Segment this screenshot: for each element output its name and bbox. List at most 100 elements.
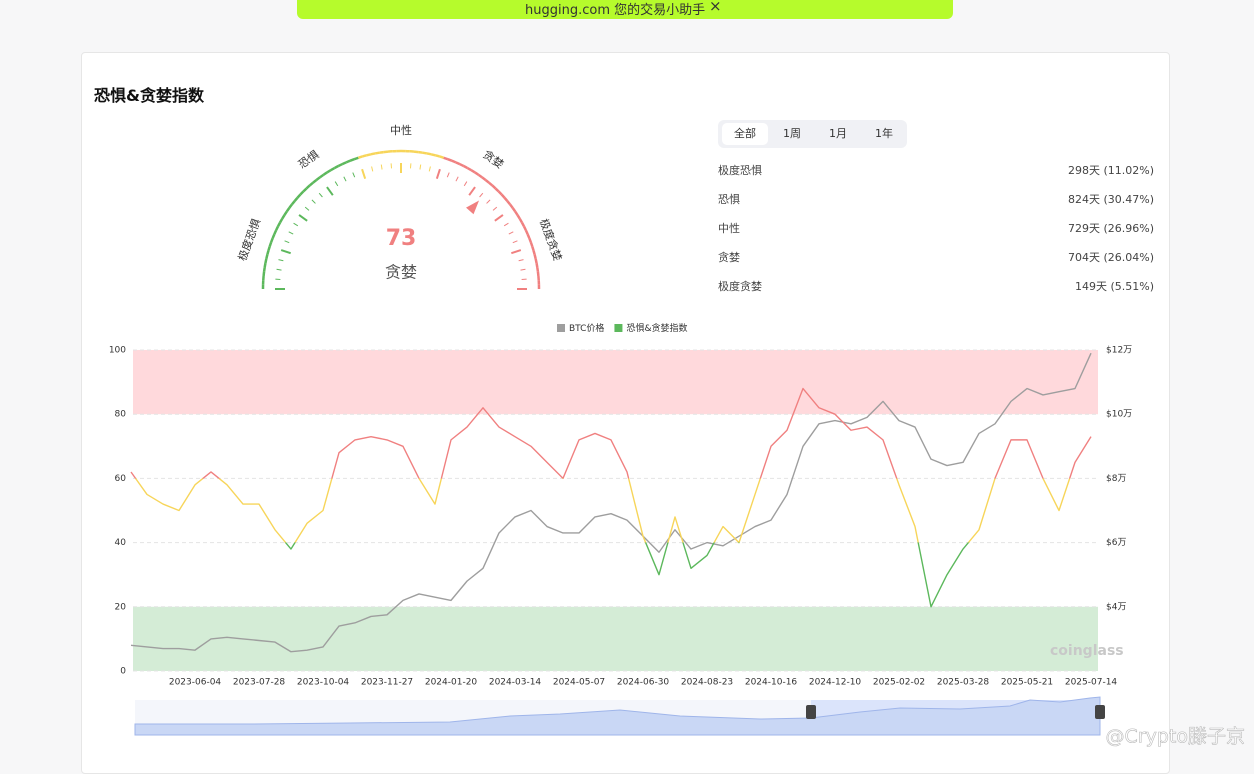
gauge-arc xyxy=(537,263,538,267)
gauge-tick xyxy=(447,173,449,178)
gauge-tick xyxy=(362,169,365,179)
y-tick-label: 60 xyxy=(115,474,127,484)
gauge-arc xyxy=(289,204,292,207)
gauge-arc xyxy=(307,185,310,188)
gauge-tick xyxy=(519,260,524,261)
x-tick-label: 2024-03-14 xyxy=(489,678,542,688)
gauge-arc xyxy=(467,168,471,170)
gauge-arc xyxy=(264,267,265,271)
gauge-arc xyxy=(507,201,510,204)
legend-label: 恐惧&贪婪指数 xyxy=(626,322,687,334)
fear-greed-line xyxy=(131,389,1091,607)
gauge-arc xyxy=(515,211,517,215)
gauge-arc xyxy=(531,242,532,246)
gauge-tick xyxy=(513,241,518,243)
gauge-arc xyxy=(284,211,286,215)
gauge-arc xyxy=(335,166,339,168)
gauge-tick xyxy=(464,182,467,186)
gauge-tick xyxy=(312,200,316,204)
gauge-arc xyxy=(267,250,268,254)
gauge-arc xyxy=(499,191,502,194)
gauge-arc xyxy=(271,238,273,242)
gauge-arc xyxy=(362,155,366,156)
x-tick-label: 2025-03-28 xyxy=(937,678,990,688)
gauge-arc xyxy=(350,159,354,161)
gauge-arc xyxy=(486,180,489,183)
gauge-arc xyxy=(502,195,505,198)
gauge-arc xyxy=(367,154,371,155)
x-tick-label: 2024-06-30 xyxy=(617,678,670,688)
gauge-arc xyxy=(313,180,316,183)
navigator-handle[interactable] xyxy=(806,705,816,719)
gauge-tick xyxy=(437,169,440,179)
legend-label: BTC价格 xyxy=(569,322,604,334)
gauge-arc xyxy=(423,153,427,154)
extreme-greed-band xyxy=(133,350,1098,414)
gauge-arc xyxy=(280,219,282,223)
gauge-tick xyxy=(327,187,333,195)
gauge-arc xyxy=(471,170,475,172)
gauge-tick xyxy=(381,165,382,170)
y2-tick-label: $6万 xyxy=(1106,538,1126,548)
gauge-arc xyxy=(495,188,498,191)
y-tick-label: 40 xyxy=(115,538,127,548)
gauge-zone-label: 极度恐惧 xyxy=(235,217,263,263)
gauge-tick xyxy=(344,177,346,181)
x-tick-label: 2024-10-16 xyxy=(745,678,798,688)
gauge-tick xyxy=(420,165,421,170)
navigator-handle[interactable] xyxy=(1095,705,1105,719)
gauge-tick xyxy=(495,215,503,221)
gauge-tick xyxy=(469,187,475,195)
gauge-arc xyxy=(440,156,444,157)
gauge-tick xyxy=(281,250,291,253)
gauge-arc xyxy=(375,153,379,154)
gauge-tick xyxy=(511,250,521,253)
x-tick-label: 2024-05-07 xyxy=(553,678,605,688)
gauge-arc xyxy=(266,255,267,259)
gauge-arc xyxy=(278,223,280,227)
gauge-tick xyxy=(504,223,508,226)
x-tick-label: 2025-02-02 xyxy=(873,678,925,688)
gauge-tick xyxy=(429,166,430,171)
gauge-tick xyxy=(487,200,491,204)
gauge-tick xyxy=(319,193,322,197)
gauge-arc xyxy=(270,242,271,246)
gauge-arc xyxy=(431,154,435,155)
gauge-arc xyxy=(274,230,276,234)
gauge-tick xyxy=(480,193,483,197)
y-tick-label: 100 xyxy=(109,346,126,356)
gauge-arc xyxy=(452,161,456,163)
y2-tick-label: $12万 xyxy=(1106,346,1132,356)
gauge-tick xyxy=(278,260,283,261)
gauge-arc xyxy=(510,204,513,207)
gauge-arc xyxy=(529,238,531,242)
gauge-arc xyxy=(528,234,530,238)
x-tick-label: 2023-11-27 xyxy=(361,678,413,688)
gauge-arc xyxy=(537,267,538,271)
gauge-tick xyxy=(277,269,282,270)
gauge-arc xyxy=(532,246,533,250)
y2-tick-label: $8万 xyxy=(1106,474,1126,484)
gauge-arc xyxy=(379,152,383,153)
gauge-zone-label: 极度贪婪 xyxy=(537,217,565,263)
gauge-arc xyxy=(287,208,289,212)
gauge-arc xyxy=(282,215,284,219)
x-tick-label: 2023-06-04 xyxy=(169,678,222,688)
gauge-arc xyxy=(320,175,324,177)
gauge-arc xyxy=(524,226,526,230)
gauge-arc xyxy=(371,153,375,154)
gauge-arc xyxy=(418,152,422,153)
gauge-tick xyxy=(509,232,513,234)
gauge-arc xyxy=(297,195,300,198)
gauge-tick xyxy=(335,182,338,186)
gauge-arc xyxy=(489,183,492,186)
legend-swatch xyxy=(557,324,565,332)
gauge-arc xyxy=(303,188,306,191)
gauge-arc xyxy=(448,159,452,161)
x-tick-label: 2023-10-04 xyxy=(297,678,350,688)
y-tick-label: 0 xyxy=(120,667,126,677)
gauge-arc xyxy=(513,208,515,212)
gauge-arc xyxy=(505,198,508,201)
gauge-tick xyxy=(493,207,497,210)
